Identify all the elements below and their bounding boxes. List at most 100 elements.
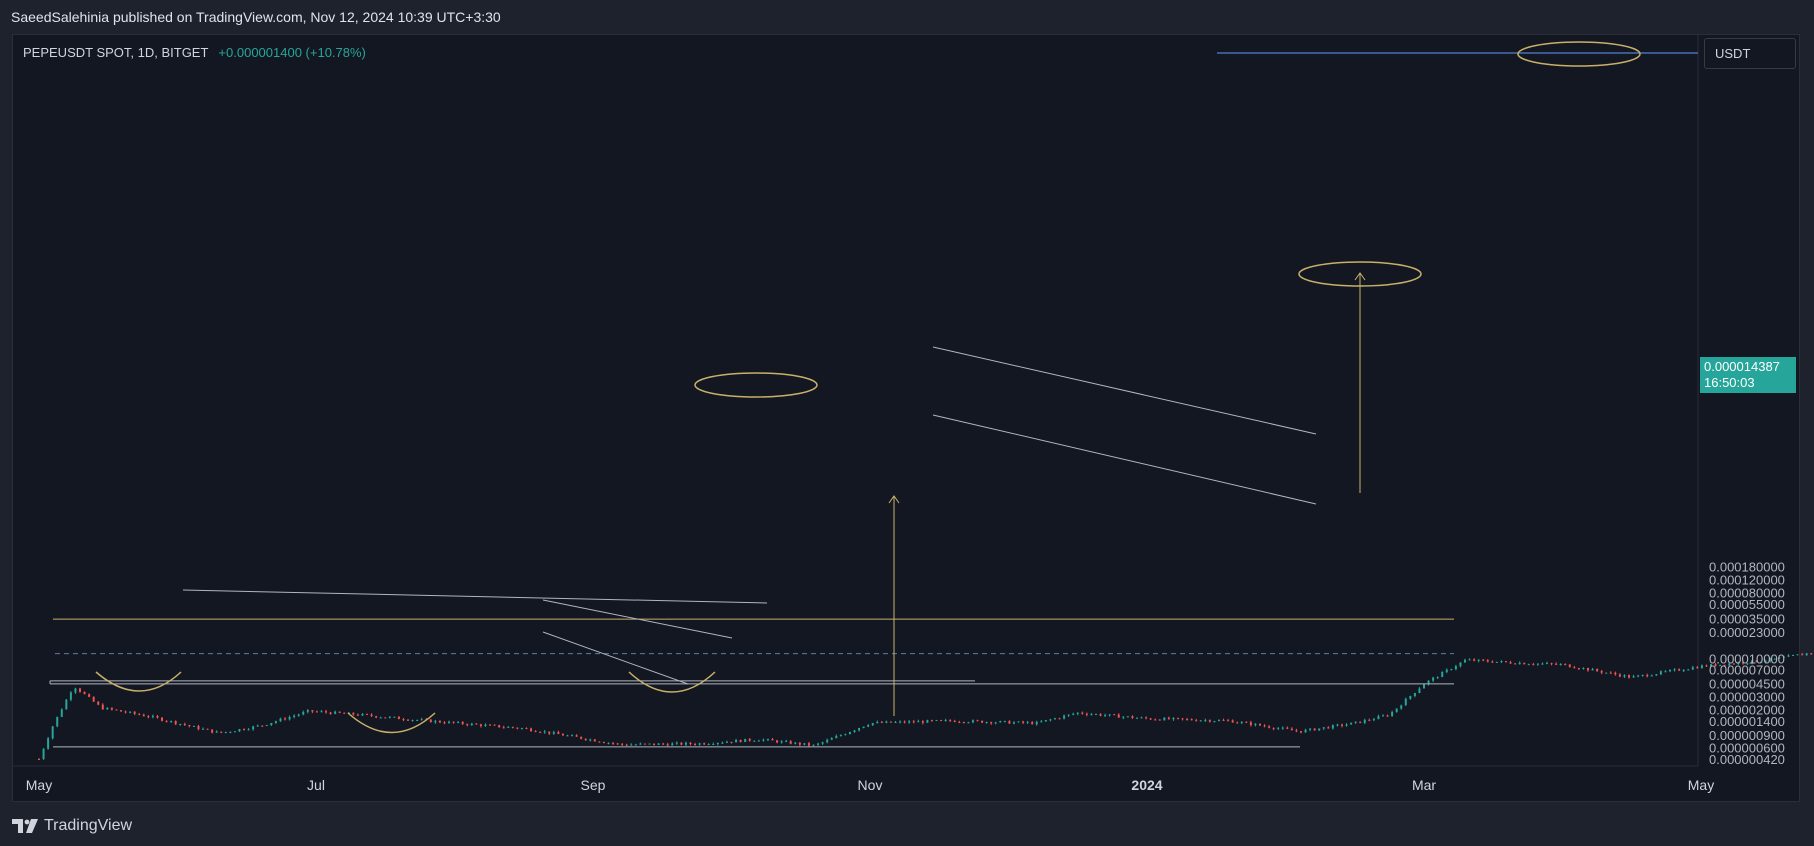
candle-body [1377,716,1380,720]
time-tick-label: Jul [307,777,325,793]
candle-body [97,701,100,705]
candle-body [589,739,592,741]
candle-body [1669,670,1672,672]
candle-body [903,721,906,723]
candle-body [1099,713,1102,716]
candle-body [60,709,63,717]
candle-body [753,740,756,742]
candle-body [1049,719,1052,721]
candle-body [525,728,528,730]
candle-body [1031,722,1034,725]
candle-body [812,744,815,746]
currency-unit-button[interactable]: USDT [1704,38,1796,69]
candle-body [288,716,291,720]
candle-body [1281,727,1284,729]
price-tick-label: 0.000007000 [1709,663,1785,678]
candle-body [170,720,173,722]
candle-body [1231,720,1234,723]
candle-body [1158,719,1161,721]
candle-body [908,721,911,723]
candle-body [1482,659,1485,661]
candle-body [224,731,227,733]
candle-body [571,735,574,737]
candle-body [867,725,870,727]
candle-body [1473,659,1476,661]
candle-body [1199,720,1202,722]
candle-body [1413,692,1416,697]
candle-body [798,742,801,745]
tradingview-logo[interactable]: TradingView [12,817,132,835]
candle-body [821,742,824,744]
candle-body [1436,677,1439,679]
candle-body [1760,661,1763,663]
candle-body [1327,727,1330,729]
candle-body [780,741,783,743]
candle-body [1081,712,1084,714]
candle-body [1208,720,1211,722]
top-target-ellipse [1517,41,1641,67]
candle-body [1026,722,1029,724]
candle-body [1304,729,1307,733]
candle-body [1245,721,1248,723]
candle-body [912,721,915,723]
candle-body [1318,728,1321,731]
candle-body [475,723,478,725]
candle-body [256,725,259,727]
candle-body [1003,720,1006,722]
candle-body [580,736,583,739]
candle-body [967,722,970,724]
candle-body [315,711,318,713]
candle-body [1564,664,1567,666]
footer: TradingView [0,806,1814,846]
candle-body [1459,662,1462,667]
candle-body [789,741,792,744]
candle-body [1641,674,1644,676]
candle-body [716,742,719,745]
candle-body [725,741,728,743]
candle-body [457,721,460,723]
candle-body [1491,661,1494,663]
candle-body [1523,662,1526,665]
candle-body [926,720,929,723]
candle-body [1500,661,1503,663]
candle-body [1664,671,1667,673]
candle-body [147,716,150,718]
candle-body [1637,675,1640,677]
candle-body [343,712,346,714]
candle-body [202,728,205,730]
candle-body [370,714,373,717]
candle-body [183,723,186,726]
candle-body [921,721,924,723]
candle-body [876,721,879,724]
candle-body [129,711,132,713]
candle-body [1117,714,1120,718]
candle-body [1167,717,1170,720]
time-tick-label: May [1688,777,1714,793]
candle-body [962,722,965,724]
candle-body [776,740,779,743]
candle-body [785,741,788,743]
candle-body [1628,675,1631,678]
candle-body [51,726,54,739]
candle-body [566,735,569,737]
chart-frame[interactable] [12,34,1800,802]
candle-body [311,710,314,712]
candle-body [748,738,751,741]
candle-body [197,725,200,730]
candle-body [1505,661,1508,663]
candle-body [871,723,874,726]
candle-body [981,720,984,723]
candle-body [284,718,287,720]
candle-body [985,722,988,724]
candle-body [279,718,282,722]
candle-body [1801,654,1804,656]
candle-body [1249,722,1252,726]
grid-layer [13,35,1699,767]
candle-body [534,731,537,733]
price-tick-label: 0.000000420 [1709,752,1785,767]
candle-body [739,739,742,743]
candle-body [1035,721,1038,725]
candle-body [379,717,382,719]
publish-info: SaeedSalehinia published on TradingView.… [11,9,501,25]
